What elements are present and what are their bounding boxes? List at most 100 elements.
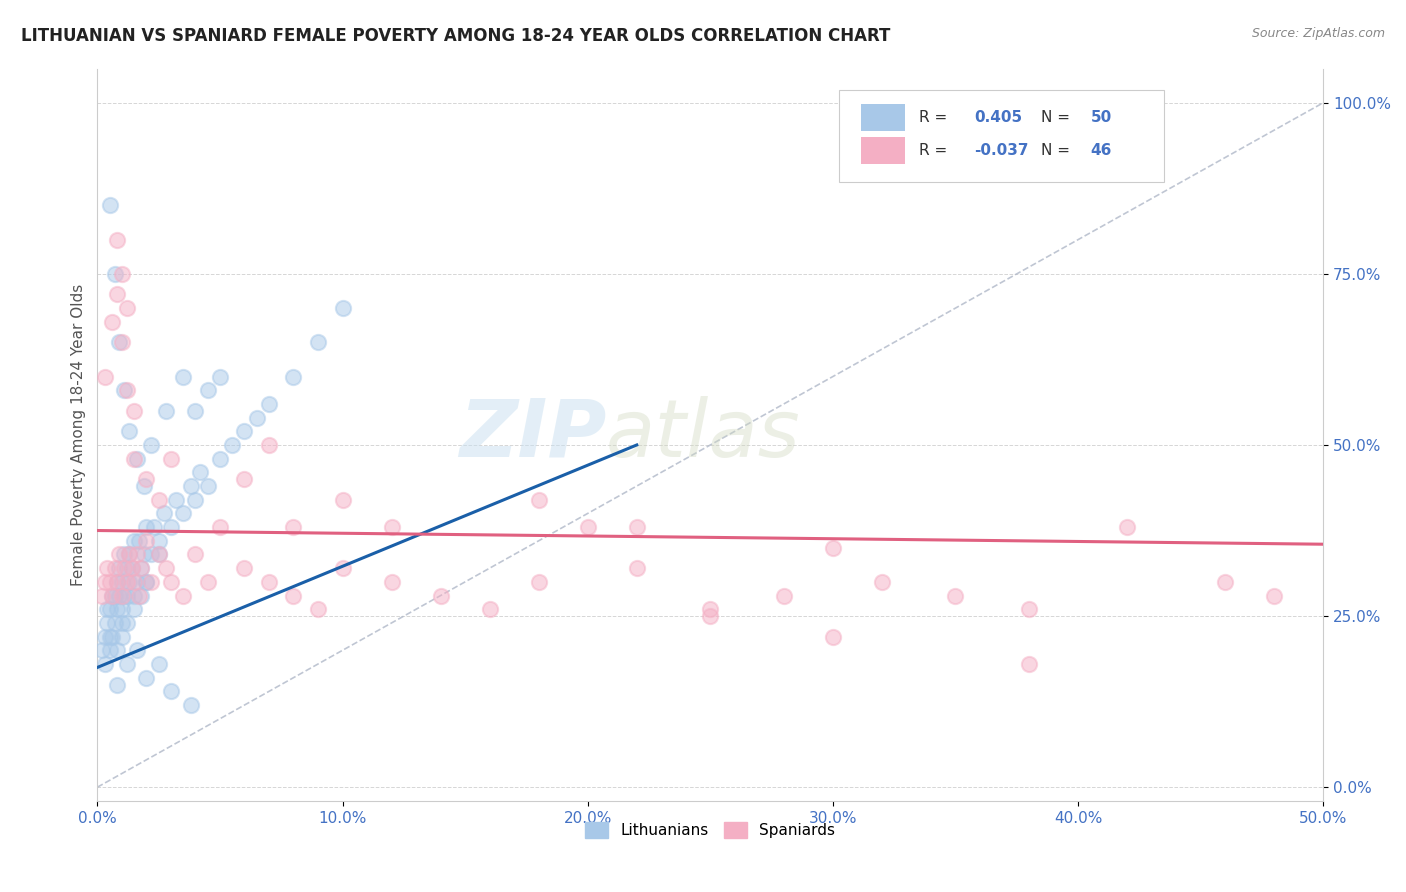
Point xyxy=(132,479,155,493)
Point xyxy=(197,479,219,493)
Point xyxy=(98,602,121,616)
Point xyxy=(135,520,157,534)
Point xyxy=(527,492,550,507)
Point xyxy=(180,479,202,493)
Point xyxy=(108,589,131,603)
Point xyxy=(122,602,145,616)
Point xyxy=(332,492,354,507)
Point xyxy=(626,520,648,534)
Point xyxy=(1116,520,1139,534)
Point xyxy=(283,589,305,603)
Point xyxy=(148,548,170,562)
Point xyxy=(429,589,451,603)
Point xyxy=(332,301,354,315)
Point xyxy=(121,561,143,575)
Point xyxy=(381,520,404,534)
Point xyxy=(131,589,153,603)
Point xyxy=(821,630,844,644)
Text: atlas: atlas xyxy=(606,396,801,474)
Point xyxy=(527,574,550,589)
Point xyxy=(128,533,150,548)
Point xyxy=(307,335,329,350)
Point xyxy=(165,492,187,507)
Point xyxy=(197,383,219,397)
Point xyxy=(91,643,114,657)
Point xyxy=(208,369,231,384)
Point xyxy=(172,589,194,603)
Text: 46: 46 xyxy=(1090,143,1112,158)
Point xyxy=(108,335,131,350)
Point xyxy=(699,609,721,624)
Point xyxy=(135,574,157,589)
Point xyxy=(135,671,157,685)
Point xyxy=(96,561,118,575)
Point xyxy=(118,548,141,562)
Point xyxy=(108,548,131,562)
Point xyxy=(122,533,145,548)
Point xyxy=(148,492,170,507)
Point xyxy=(148,657,170,671)
Point xyxy=(101,630,124,644)
Point xyxy=(184,548,207,562)
Point xyxy=(111,602,134,616)
Point xyxy=(112,548,135,562)
Point xyxy=(478,602,501,616)
Point xyxy=(105,602,128,616)
Point xyxy=(98,198,121,212)
Point xyxy=(93,369,115,384)
FancyBboxPatch shape xyxy=(860,137,905,164)
Point xyxy=(122,574,145,589)
Point xyxy=(626,561,648,575)
Point xyxy=(870,574,893,589)
Point xyxy=(142,520,165,534)
Point xyxy=(257,397,280,411)
Point xyxy=(122,403,145,417)
Point xyxy=(1018,602,1040,616)
Point xyxy=(128,589,150,603)
Point xyxy=(257,574,280,589)
Point xyxy=(103,561,125,575)
Point xyxy=(135,533,157,548)
Point xyxy=(111,615,134,630)
Text: R =: R = xyxy=(918,143,952,158)
Point xyxy=(381,574,404,589)
Point xyxy=(111,574,134,589)
Point xyxy=(131,561,153,575)
Point xyxy=(160,684,183,698)
Text: ZIP: ZIP xyxy=(458,396,606,474)
Point xyxy=(283,369,305,384)
Point xyxy=(160,520,183,534)
FancyBboxPatch shape xyxy=(839,90,1164,182)
Point xyxy=(105,574,128,589)
Point xyxy=(148,533,170,548)
Text: LITHUANIAN VS SPANIARD FEMALE POVERTY AMONG 18-24 YEAR OLDS CORRELATION CHART: LITHUANIAN VS SPANIARD FEMALE POVERTY AM… xyxy=(21,27,890,45)
Point xyxy=(197,574,219,589)
Point xyxy=(115,574,138,589)
Point xyxy=(125,643,148,657)
Point xyxy=(115,301,138,315)
Text: 0.405: 0.405 xyxy=(974,110,1022,125)
Point xyxy=(118,424,141,438)
Point xyxy=(945,589,967,603)
Point xyxy=(172,507,194,521)
Point xyxy=(122,451,145,466)
Point xyxy=(172,369,194,384)
Point xyxy=(111,630,134,644)
Legend: Lithuanians, Spaniards: Lithuanians, Spaniards xyxy=(579,816,841,845)
Point xyxy=(233,424,256,438)
Point xyxy=(132,548,155,562)
Point xyxy=(103,615,125,630)
Point xyxy=(125,548,148,562)
Point xyxy=(283,520,305,534)
Point xyxy=(96,602,118,616)
Point xyxy=(93,574,115,589)
Point xyxy=(233,472,256,486)
Point xyxy=(184,492,207,507)
Point xyxy=(141,548,163,562)
Point xyxy=(184,403,207,417)
Point xyxy=(101,589,124,603)
Point xyxy=(101,315,124,329)
Point xyxy=(98,630,121,644)
Point xyxy=(148,548,170,562)
Point xyxy=(112,561,135,575)
